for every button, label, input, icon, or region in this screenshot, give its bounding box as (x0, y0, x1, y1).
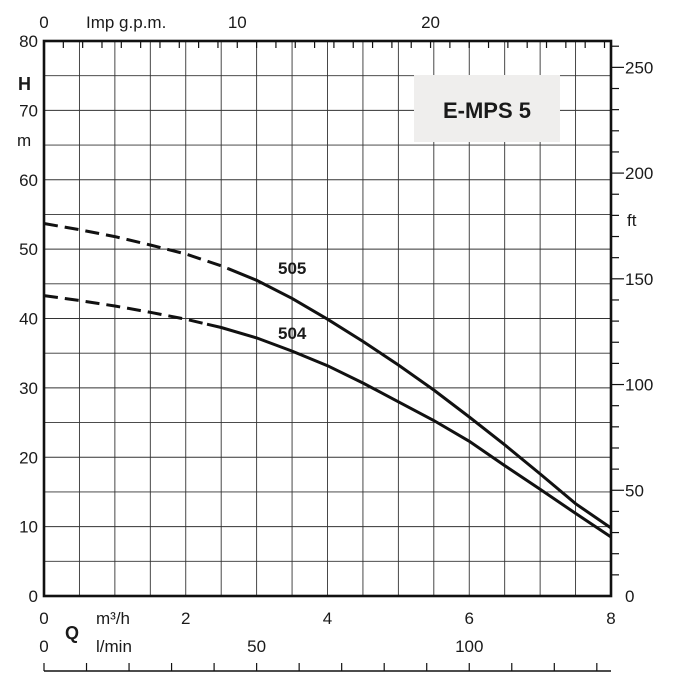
x-axis-symbol: Q (65, 623, 79, 643)
x-tick-label: 0 (39, 609, 48, 628)
curve-504 (206, 322, 612, 539)
series-label-505: 505 (278, 259, 306, 278)
x-top-tick-label: 0 (39, 13, 48, 32)
curve-504-dashed (43, 294, 208, 326)
y-right-tick-label: 100 (625, 376, 653, 395)
y-right-tick-label: 50 (625, 481, 644, 500)
y-tick-label: 50 (19, 240, 38, 259)
y-tick-label: 30 (19, 379, 38, 398)
y-tick-label: 0 (29, 587, 38, 606)
y-right-tick-label: 200 (625, 164, 653, 183)
x-lmin-tick-label: 50 (247, 637, 266, 656)
curves (43, 222, 612, 539)
x-lmin-tick-label: 0 (39, 637, 48, 656)
y-axis-unit: m (17, 131, 31, 150)
curve-505-dashed (43, 222, 229, 271)
y-tick-label: 70 (19, 101, 38, 120)
x-top-tick-label: 10 (228, 13, 247, 32)
curve-505 (227, 267, 612, 530)
y-right-tick-label: 0 (625, 587, 634, 606)
y-axis-label: H (18, 74, 31, 94)
y-right-unit: ft (627, 211, 637, 230)
y-tick-label: 10 (19, 518, 38, 537)
x-secondary-unit: l/min (96, 637, 132, 656)
y-right-tick-label: 150 (625, 270, 653, 289)
y-tick-label: 60 (19, 171, 38, 190)
x-top-unit: Imp g.p.m. (86, 13, 166, 32)
x-tick-label: 8 (606, 609, 615, 628)
x-tick-label: 4 (323, 609, 332, 628)
y-tick-label: 40 (19, 310, 38, 329)
x-lmin-tick-label: 100 (455, 637, 483, 656)
plot-frame (42, 39, 613, 598)
x-tick-label: 6 (465, 609, 474, 628)
y-right-tick-label: 250 (625, 58, 653, 77)
series-label-504: 504 (278, 324, 307, 343)
x-axis-unit: m³/h (96, 609, 130, 628)
y-tick-label: 80 (19, 32, 38, 51)
y-tick-label: 20 (19, 448, 38, 467)
x-top-tick-label: 20 (421, 13, 440, 32)
chart-title: E-MPS 5 (443, 98, 531, 123)
title-box (414, 75, 560, 142)
x-tick-label: 2 (181, 609, 190, 628)
